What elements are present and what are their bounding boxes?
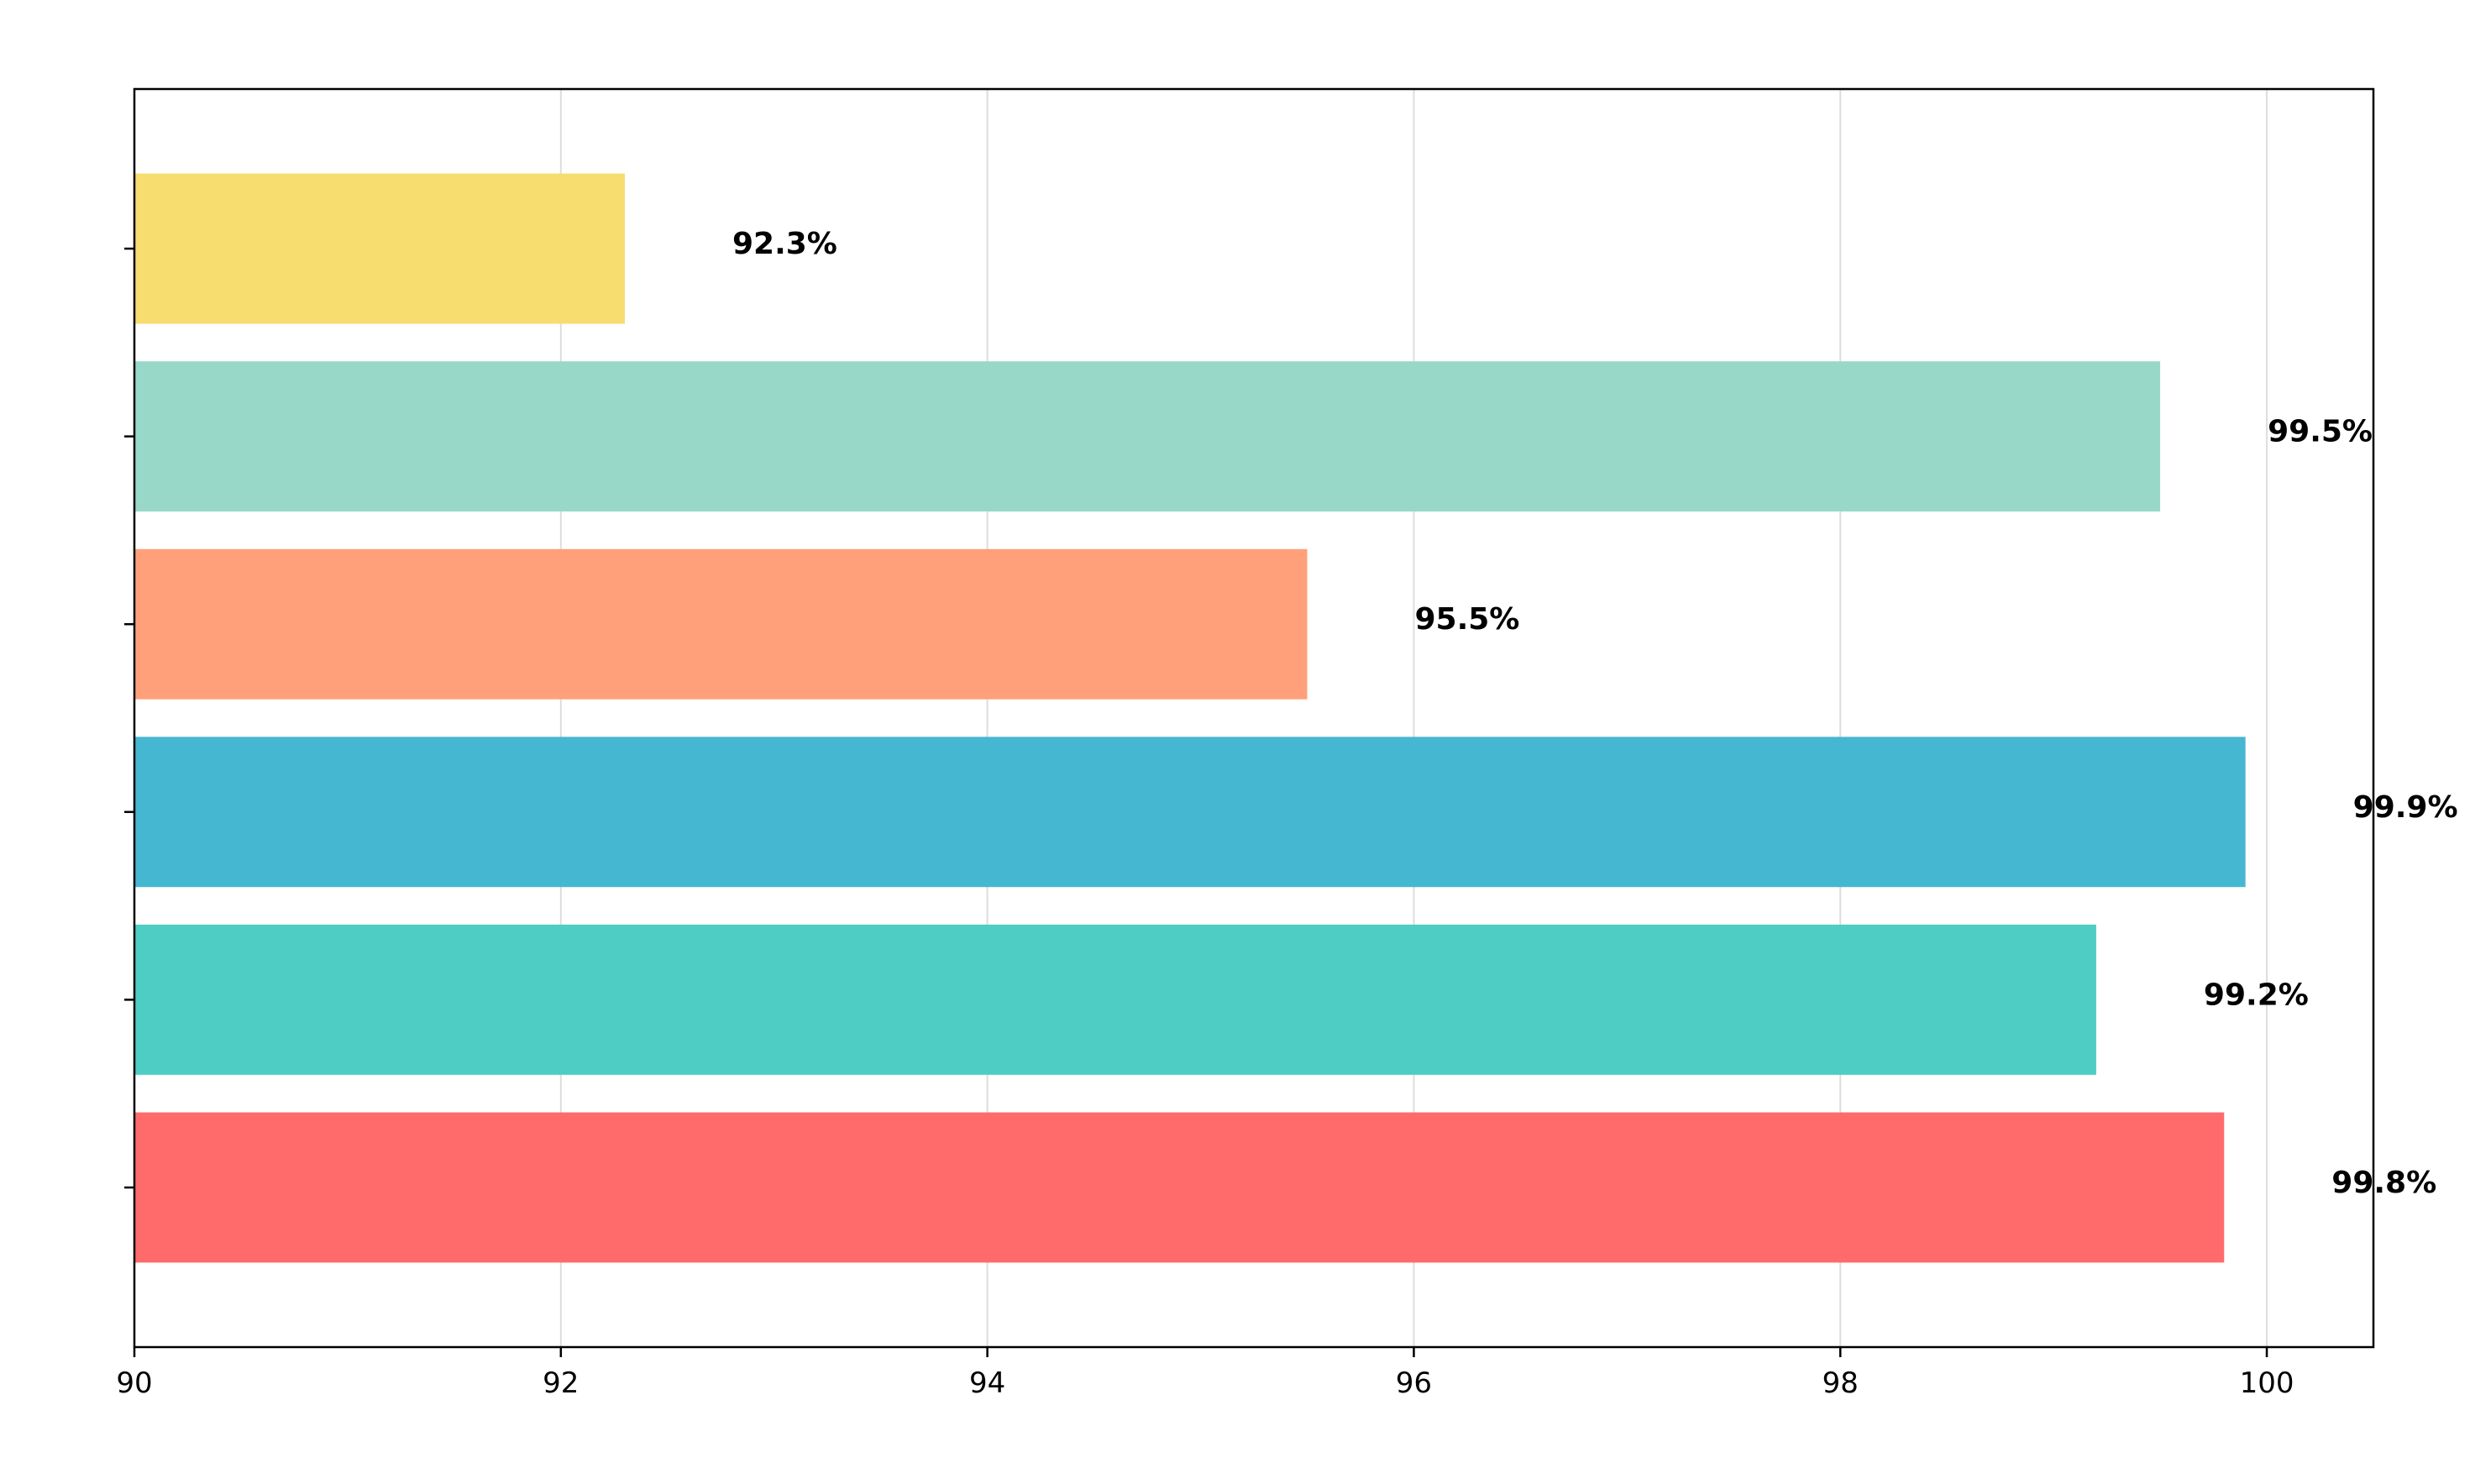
bar bbox=[134, 1112, 2225, 1263]
bar-value-label: 99.8% bbox=[2331, 1166, 2436, 1200]
y-axis-ticks bbox=[124, 247, 134, 1189]
x-tick-label: 94 bbox=[969, 1366, 1005, 1400]
data-labels: 99.8% 99.2% 99.9% 95.5% 99.5% 92.3% bbox=[732, 227, 2458, 1200]
x-tick-label: 100 bbox=[2240, 1366, 2294, 1400]
bar-value-label: 95.5% bbox=[1414, 602, 1519, 637]
bar bbox=[134, 548, 1308, 700]
bars bbox=[134, 173, 2246, 1263]
x-tick-label: 92 bbox=[543, 1366, 579, 1400]
bar bbox=[134, 361, 2161, 512]
bar bbox=[134, 173, 625, 324]
x-tick-label: 96 bbox=[1396, 1366, 1432, 1400]
x-axis-ticks: 90 92 94 96 98 100 bbox=[116, 1347, 2294, 1400]
bar-value-label: 99.5% bbox=[2268, 415, 2373, 449]
bar-value-label: 99.2% bbox=[2204, 978, 2309, 1012]
bar bbox=[134, 924, 2096, 1075]
plot-frame bbox=[133, 87, 2375, 1349]
bar-value-label: 92.3% bbox=[732, 227, 837, 261]
bar bbox=[134, 737, 2246, 888]
x-tick-label: 98 bbox=[1822, 1366, 1859, 1400]
bar-value-label: 99.9% bbox=[2353, 790, 2458, 825]
x-tick-label: 90 bbox=[116, 1366, 152, 1400]
